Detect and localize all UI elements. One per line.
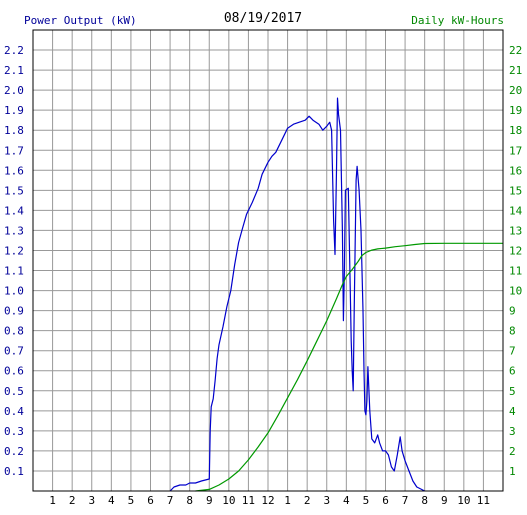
- grid-lines: [33, 30, 503, 491]
- right-tick-label: 6: [509, 365, 516, 378]
- x-tick-label: 1: [49, 494, 56, 507]
- right-tick-label: 18: [509, 124, 522, 137]
- x-tick-label: 10: [222, 494, 235, 507]
- right-tick-label: 20: [509, 84, 522, 97]
- right-tick-label: 8: [509, 325, 516, 338]
- left-tick-label: 1.7: [4, 144, 24, 157]
- x-tick-label: 10: [457, 494, 470, 507]
- left-tick-label: 0.5: [4, 385, 24, 398]
- left-tick-label: 1.0: [4, 285, 24, 298]
- x-tick-label: 9: [441, 494, 448, 507]
- left-tick-label: 0.3: [4, 425, 24, 438]
- left-tick-label: 0.6: [4, 365, 24, 378]
- right-tick-label: 21: [509, 64, 522, 77]
- right-tick-label: 15: [509, 184, 522, 197]
- left-tick-label: 0.2: [4, 445, 24, 458]
- right-tick-label: 10: [509, 285, 522, 298]
- x-tick-label: 11: [242, 494, 255, 507]
- right-tick-label: 19: [509, 104, 522, 117]
- x-tick-label: 1: [284, 494, 291, 507]
- right-tick-label: 5: [509, 385, 516, 398]
- left-tick-label: 0.4: [4, 405, 24, 418]
- right-tick-label: 13: [509, 224, 522, 237]
- x-tick-label: 8: [186, 494, 193, 507]
- left-tick-label: 1.1: [4, 265, 24, 278]
- right-tick-label: 1: [509, 465, 516, 478]
- right-tick-label: 22: [509, 44, 522, 57]
- left-tick-label: 1.4: [4, 204, 24, 217]
- x-tick-label: 7: [167, 494, 174, 507]
- left-tick-label: 0.8: [4, 325, 24, 338]
- right-tick-label: 16: [509, 164, 522, 177]
- left-tick-label: 1.5: [4, 184, 24, 197]
- right-axis-label: Daily kW-Hours: [411, 14, 504, 27]
- right-tick-label: 4: [509, 405, 516, 418]
- left-tick-label: 0.7: [4, 345, 24, 358]
- x-tick-label: 5: [363, 494, 370, 507]
- left-tick-label: 2.1: [4, 64, 24, 77]
- x-tick-label: 12: [261, 494, 274, 507]
- left-tick-label: 1.6: [4, 164, 24, 177]
- chart-title: 08/19/2017: [224, 11, 302, 26]
- left-tick-label: 1.3: [4, 224, 24, 237]
- x-tick-label: 11: [477, 494, 490, 507]
- plot-frame: [32, 29, 504, 492]
- right-tick-label: 7: [509, 345, 516, 358]
- x-tick-label: 2: [304, 494, 311, 507]
- right-tick-label: 11: [509, 265, 522, 278]
- right-tick-label: 14: [509, 204, 523, 217]
- daily-kwh-line: [195, 242, 503, 492]
- x-tick-label: 3: [323, 494, 330, 507]
- x-tick-label: 8: [421, 494, 428, 507]
- left-tick-label: 1.2: [4, 244, 24, 257]
- x-tick-label: 4: [343, 494, 350, 507]
- left-tick-label: 1.8: [4, 124, 24, 137]
- left-tick-label: 0.9: [4, 305, 24, 318]
- right-tick-label: 12: [509, 244, 522, 257]
- right-tick-label: 17: [509, 144, 522, 157]
- x-tick-label: 6: [382, 494, 389, 507]
- x-tick-label: 7: [402, 494, 409, 507]
- left-tick-label: 2.2: [4, 44, 24, 57]
- right-tick-label: 9: [509, 305, 516, 318]
- x-tick-label: 6: [147, 494, 154, 507]
- x-tick-label: 3: [88, 494, 95, 507]
- left-axis-ticks: 0.1 0.2 0.3 0.4 0.5 0.6 0.7 0.8 0.9 1.0 1.1 1.2 1.3 1…: [4, 44, 24, 478]
- left-tick-label: 1.9: [4, 104, 24, 117]
- left-axis-label: Power Output (kW): [24, 14, 137, 27]
- power-output-line: [169, 97, 425, 492]
- x-axis-ticks: 1 2 3 4 5 6 7 8 9 10 11 12 1 2 3 4 5 6 7 8 9 10 11: [49, 494, 490, 507]
- right-tick-label: 3: [509, 425, 516, 438]
- right-tick-label: 2: [509, 445, 516, 458]
- x-tick-label: 9: [206, 494, 213, 507]
- series-layer: [169, 97, 503, 492]
- x-tick-label: 4: [108, 494, 115, 507]
- left-tick-label: 2.0: [4, 84, 24, 97]
- left-tick-label: 0.1: [4, 465, 24, 478]
- x-tick-label: 2: [69, 494, 76, 507]
- x-tick-label: 5: [128, 494, 135, 507]
